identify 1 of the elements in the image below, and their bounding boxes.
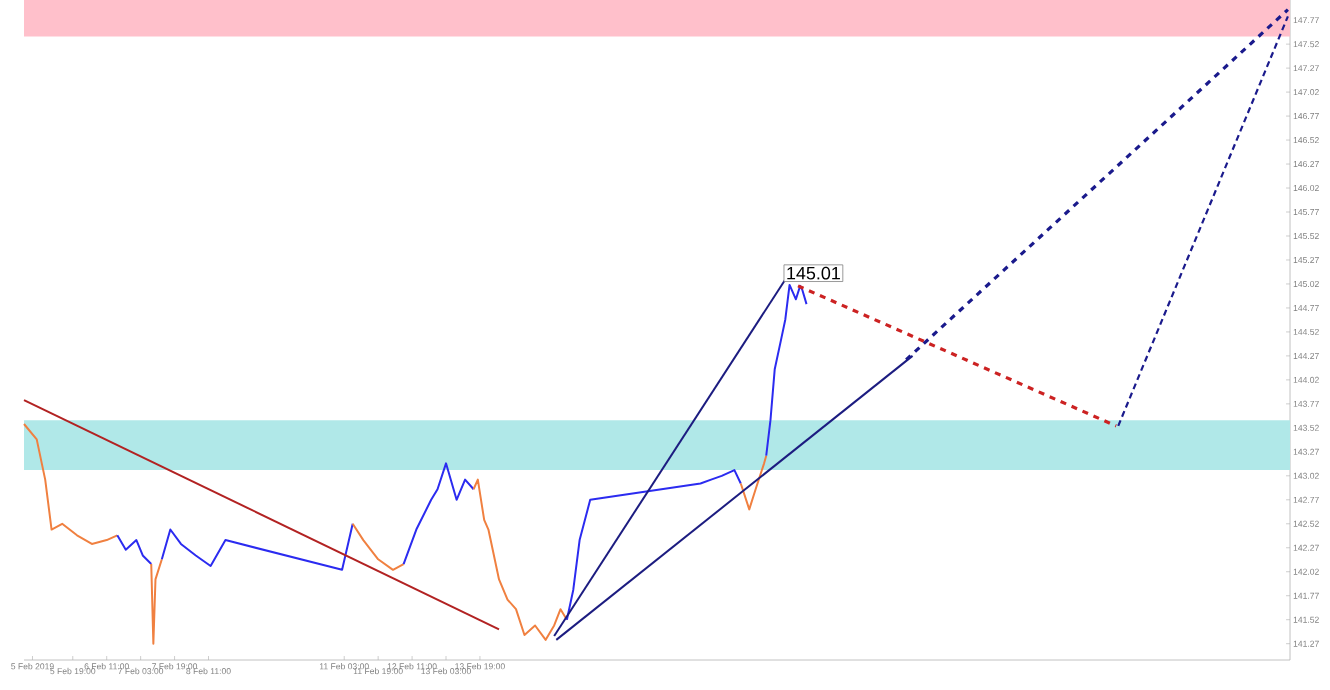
annotation: 145.01 (787, 266, 840, 280)
